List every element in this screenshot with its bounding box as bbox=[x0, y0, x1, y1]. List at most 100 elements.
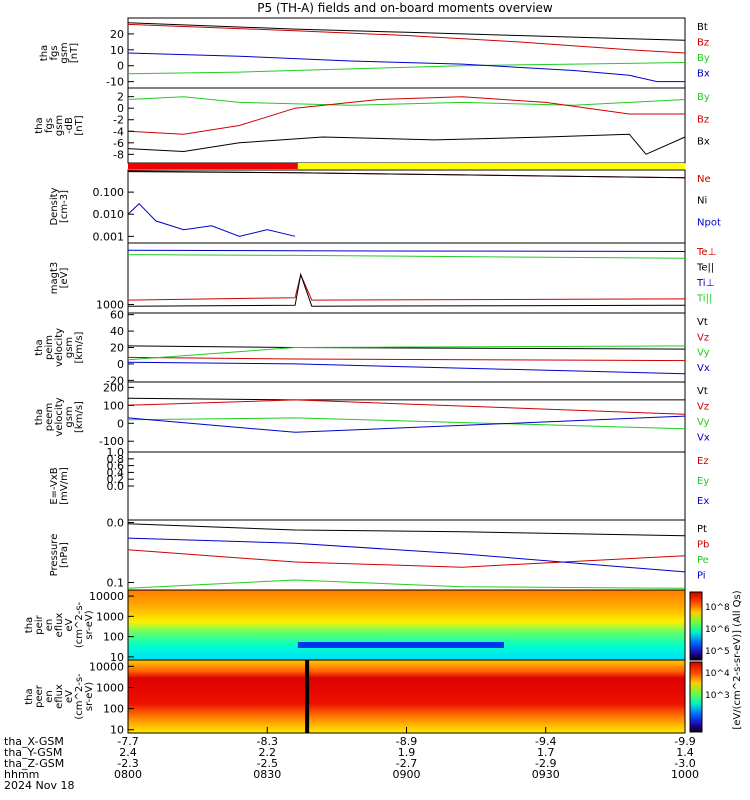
series-line-Vy bbox=[127, 345, 686, 361]
ylabel-line: eflux bbox=[54, 684, 65, 709]
xtick-label: -8.9 bbox=[396, 735, 417, 748]
ytick-label: 0.4 bbox=[107, 466, 125, 479]
legend-Vz: Vz bbox=[697, 332, 709, 343]
xtick-label: 2.4 bbox=[119, 746, 137, 759]
xtick-label: 1000 bbox=[671, 768, 699, 781]
ylabel-line: gsm bbox=[64, 337, 75, 358]
legend-Te||: Te|| bbox=[696, 263, 714, 274]
series-line-Bx bbox=[127, 133, 686, 155]
series-line-Bx bbox=[127, 52, 685, 83]
ylabel-line: sr-eV) bbox=[84, 682, 95, 711]
ytick-label: 100 bbox=[103, 631, 124, 644]
ylabel-line: magt3 bbox=[49, 262, 60, 295]
ytick-label: 10000 bbox=[89, 590, 124, 603]
xaxis-row-label: tha_Y-GSM bbox=[4, 746, 62, 759]
mode-bar-slow bbox=[128, 163, 298, 169]
ytick-label: 1.0 bbox=[107, 446, 125, 459]
ylabel-line: gsm bbox=[54, 115, 65, 136]
ytick-label: 0.2 bbox=[107, 473, 125, 486]
legend-Ne: Ne bbox=[697, 174, 711, 185]
xaxis-row-label: 2024 Nov 18 bbox=[4, 779, 74, 792]
xtick-label: 2.2 bbox=[259, 746, 277, 759]
panel-frame bbox=[127, 451, 686, 521]
ytick-label: 1000 bbox=[96, 610, 124, 623]
figure-title: P5 (TH-A) fields and on-board moments ov… bbox=[257, 1, 553, 15]
xaxis-row-label: hhmm bbox=[4, 768, 39, 781]
colorbar-tick: 10^8 bbox=[705, 603, 730, 613]
ylabel-line: Density bbox=[49, 187, 60, 225]
xtick-label: -8.3 bbox=[257, 735, 278, 748]
ytick-label: 40 bbox=[110, 325, 124, 338]
ytick-label: -100 bbox=[99, 435, 124, 448]
ylabel-line: [nT] bbox=[74, 115, 85, 135]
series-line-Bt bbox=[127, 22, 686, 41]
ylabel-line: tha bbox=[39, 45, 50, 61]
series-line-Npot bbox=[127, 202, 296, 237]
legend-By: By bbox=[697, 92, 710, 103]
ytick-label: 0 bbox=[117, 102, 124, 115]
ylabel-line: sr-eV) bbox=[84, 610, 95, 639]
series-line-Vx bbox=[127, 361, 686, 375]
ylabel-line: tha bbox=[24, 688, 35, 704]
x-axis-labels: -7.72.4-2.30800-8.32.2-2.50830-8.91.9-2.… bbox=[4, 727, 699, 792]
ytick-label: -2 bbox=[113, 114, 124, 127]
ylabel-line: peer bbox=[34, 684, 45, 708]
xtick-label: -2.3 bbox=[117, 757, 138, 770]
xaxis-row-label: tha_X-GSM bbox=[4, 735, 64, 748]
legend-By: By bbox=[697, 53, 710, 64]
legend-Ez: Ez bbox=[697, 456, 709, 467]
ytick-label: 1000 bbox=[96, 298, 124, 311]
legend-Bz: Bz bbox=[697, 38, 709, 49]
ylabel-line: E=-VxB bbox=[49, 467, 60, 504]
ylabel-line: [km/s] bbox=[74, 331, 85, 363]
ylabel-line: velocity bbox=[54, 397, 65, 436]
xtick-label: -3.0 bbox=[674, 757, 695, 770]
ylabel-line: eflux bbox=[54, 613, 65, 638]
panel-4: Te⊥ Te|| Ti⊥ Ti|| 1000 magt3 [eV] bbox=[49, 242, 716, 314]
ytick-label: 2 bbox=[117, 91, 124, 104]
ylabel-line: (cm^2-s- bbox=[74, 601, 85, 648]
series-line-Vz bbox=[127, 399, 686, 415]
ytick-label: 0 bbox=[117, 358, 124, 371]
series-line-Bz bbox=[127, 96, 685, 135]
ytick-label: -6 bbox=[113, 137, 124, 150]
legend-Pe: Pe bbox=[697, 555, 709, 566]
ylabel-line: gsm bbox=[64, 406, 75, 427]
ylabel-line: (cm^2-s- bbox=[74, 673, 85, 720]
ylabel-line: fgs bbox=[49, 45, 60, 60]
ylabel-line: en bbox=[44, 619, 55, 632]
ytick-label: 60 bbox=[110, 309, 124, 322]
ytick-label: 200 bbox=[103, 381, 124, 394]
series-line-By bbox=[127, 96, 686, 106]
series-line-Pi bbox=[127, 537, 686, 573]
legend-Bx: Bx bbox=[697, 69, 710, 80]
colorbar: 10^8 10^6 10^5 10^4 10^3 [eV/(cm^2-s-sr-eV)] … bbox=[689, 590, 743, 733]
panel-10: 10000 1000 100 10 tha peer en eflux eV (cm^2-s-sr… bbox=[24, 659, 686, 737]
panel-6: Vt Vz Vy Vx 200 100 0 -100 tha peem velocity gsm [km… bbox=[34, 381, 710, 453]
xtick-label: -9.9 bbox=[674, 735, 695, 748]
panel-8: Pt Pb Pe Pi 0.0 0.1 Pressure [nPa] bbox=[49, 516, 709, 591]
legend-Vy: Vy bbox=[697, 417, 710, 428]
panel-2: By Bz Bx 20-2-4-6-8 tha fgs gsm -dB [nT] bbox=[34, 87, 710, 164]
ytick-label: 0.6 bbox=[107, 460, 125, 473]
ytick-label: 10 bbox=[110, 44, 124, 57]
panel-9: 10000 1000 100 10 tha peir en eflux eV (cm^2-s-sr… bbox=[24, 589, 686, 664]
xtick-label: -7.7 bbox=[117, 735, 138, 748]
xtick-label: 1.4 bbox=[676, 746, 694, 759]
legend-Pb: Pb bbox=[697, 540, 709, 551]
ylabel-line: [nPa] bbox=[59, 542, 70, 568]
ytick-label: 0.1 bbox=[107, 577, 125, 590]
ytick-label: 1000 bbox=[96, 681, 124, 694]
colorbar-tick: 10^3 bbox=[705, 691, 730, 701]
legend-Ti||: Ti|| bbox=[696, 294, 712, 305]
ytick-label: 10000 bbox=[89, 660, 124, 673]
legend-Vt: Vt bbox=[697, 386, 708, 397]
ytick-label: 0.8 bbox=[107, 453, 125, 466]
xtick-label: 0800 bbox=[114, 768, 142, 781]
series-line-By bbox=[127, 62, 686, 75]
series-line-Ti⊥ bbox=[127, 249, 686, 252]
legend-Ex: Ex bbox=[697, 496, 709, 507]
ytick-label: 0.010 bbox=[93, 208, 125, 221]
ylabel-line: tha bbox=[24, 617, 35, 633]
ylabel-line: fgs bbox=[44, 118, 55, 133]
